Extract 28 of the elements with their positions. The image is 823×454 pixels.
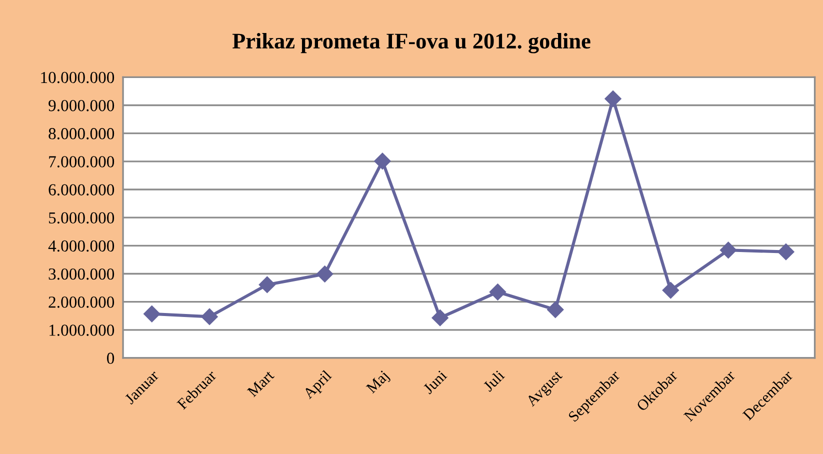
point — [374, 152, 391, 170]
point — [546, 301, 564, 318]
point — [432, 309, 448, 326]
y-tick-label: 0 — [107, 352, 114, 364]
y-tick-label: 1.000.000 — [50, 324, 114, 336]
x-tick-label: Mart — [246, 370, 275, 398]
point — [720, 242, 737, 259]
y-tick-label: 2.000.000 — [48, 296, 114, 308]
y-tick-label: 10.000.000 — [41, 72, 114, 84]
point — [778, 243, 794, 260]
point — [143, 306, 160, 322]
y-tick-label: 9.000.000 — [48, 100, 114, 112]
y-tick-label: 6.000.000 — [48, 184, 114, 196]
y-tick-label: 8.000.000 — [48, 128, 114, 140]
point — [604, 90, 622, 108]
x-tick-label: Juli — [482, 369, 506, 392]
chart-title: Prikaz prometa IF-ova u 2012. godine — [232, 32, 590, 54]
x-tick-label: Juni — [422, 370, 448, 394]
point — [258, 276, 276, 294]
point — [201, 308, 218, 326]
x-tick-label: Maj — [366, 370, 392, 396]
point — [316, 266, 334, 282]
point — [489, 284, 506, 300]
y-tick-label: 7.000.000 — [49, 156, 114, 168]
y-tick-label: 3.000.000 — [48, 268, 114, 280]
y-tick-label: 4.000.000 — [48, 240, 114, 252]
y-tick-label: 5.000.000 — [49, 212, 114, 224]
point — [662, 282, 680, 299]
